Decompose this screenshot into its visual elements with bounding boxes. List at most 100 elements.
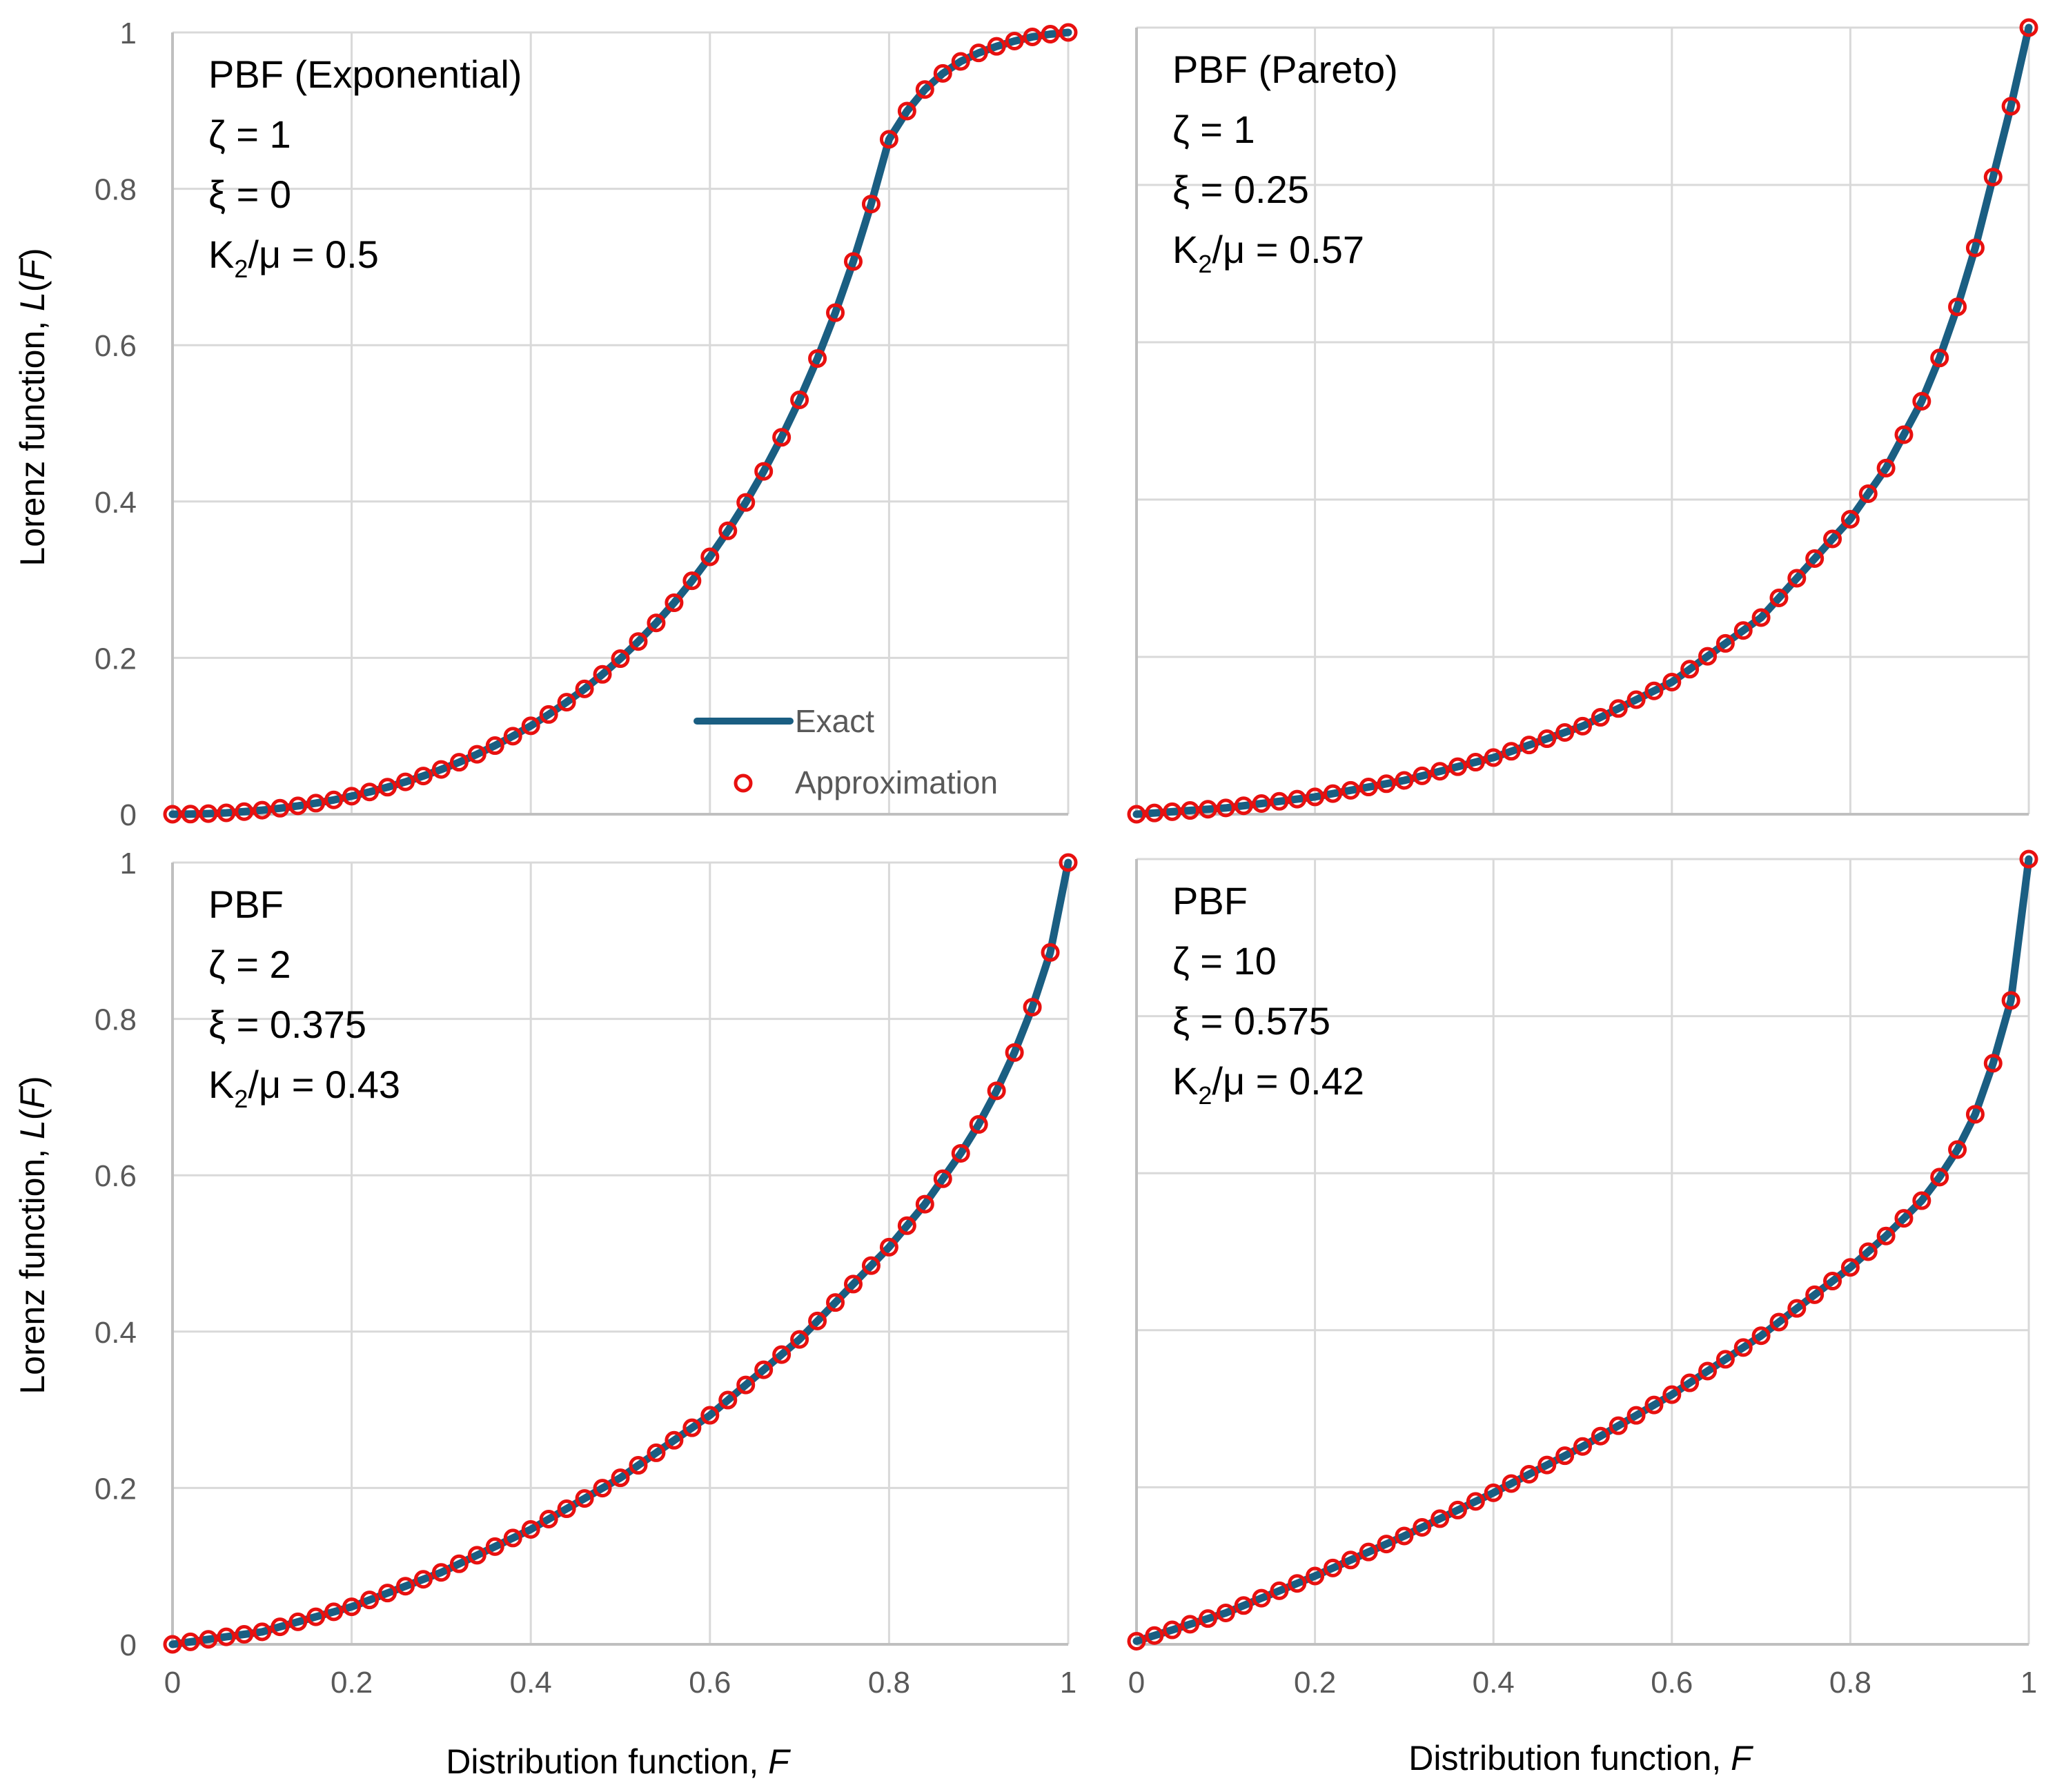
- approx-point: [1858, 1242, 1878, 1261]
- approx-point: [2001, 97, 2020, 116]
- approx-point: [843, 1274, 863, 1294]
- approx-point: [1323, 1558, 1342, 1577]
- approx-point: [593, 664, 612, 684]
- panel-bottom-left: 0 0.2 0.4 0.6 0.8 1 0 0.2 0.4 0.6 0.8 1 PBF ζ = 2 ξ = …: [95, 847, 1078, 1700]
- panel-annotation: PBF: [208, 883, 284, 926]
- approx-point: [1163, 802, 1182, 821]
- x-tick-label: 0.2: [1294, 1666, 1336, 1700]
- approx-point: [1733, 1338, 1753, 1357]
- approx-point: [1145, 1626, 1164, 1645]
- approx-point: [736, 1375, 756, 1395]
- approx-point: [1502, 742, 1521, 761]
- panel-annotation: ζ = 1: [1172, 108, 1255, 151]
- approx-point: [736, 493, 756, 512]
- approx-point: [1023, 998, 1042, 1017]
- approx-point: [1323, 784, 1342, 803]
- approx-point: [1041, 24, 1060, 43]
- exact-line: [168, 858, 1072, 1648]
- x-tick-label: 0.6: [689, 1666, 731, 1700]
- approx-point: [1626, 1406, 1646, 1425]
- approx-point: [879, 130, 898, 149]
- approx-point: [1930, 348, 1949, 368]
- panel-k-ratio: K2/μ = 0.42: [1172, 1059, 1364, 1110]
- approx-point: [1484, 748, 1503, 767]
- panel-k-ratio: K2/μ = 0.57: [1172, 228, 1364, 278]
- panel-top-right: PBF (Pareto) ζ = 1 ξ = 0.25 K2/μ = 0.57: [1127, 18, 2038, 824]
- approx-point: [718, 521, 738, 540]
- approx-point: [1413, 1517, 1432, 1537]
- panel-bottom-right: 0 0.2 0.4 0.6 0.8 1 PBF ζ = 10 ξ = 0.575 K2/μ = 0…: [1127, 849, 2038, 1700]
- approx-point: [539, 1509, 558, 1528]
- approx-point: [1484, 1483, 1503, 1502]
- approx-point: [951, 52, 970, 71]
- approx-point: [467, 745, 486, 764]
- y-tick-label: 0.2: [95, 642, 137, 676]
- approx-point: [1912, 392, 1931, 411]
- approx-point: [1805, 549, 1825, 568]
- approx-point: [1252, 794, 1271, 813]
- approx-point: [1520, 1465, 1539, 1484]
- panel-k-ratio: K2/μ = 0.5: [208, 233, 379, 283]
- approx-point: [647, 613, 666, 633]
- approx-point: [306, 1607, 326, 1626]
- approx-point: [1823, 529, 1842, 549]
- panel-annotation: ζ = 10: [1172, 939, 1277, 983]
- approx-point: [718, 1390, 738, 1410]
- y-tick-label: 0.4: [95, 1316, 137, 1350]
- approx-point: [808, 1311, 827, 1330]
- approx-point: [1270, 791, 1289, 811]
- approx-point: [1448, 757, 1467, 776]
- approx-point: [933, 63, 952, 83]
- exact-line: [168, 28, 1072, 818]
- approx-point: [503, 727, 522, 746]
- approx-point: [199, 804, 218, 823]
- approx-point: [1059, 23, 1078, 42]
- approx-point: [1769, 1312, 1789, 1332]
- approx-point: [1127, 805, 1146, 824]
- y-tick-label: 1: [120, 847, 137, 880]
- approx-point: [1609, 699, 1628, 718]
- approx-point: [1288, 1574, 1307, 1593]
- approx-point: [647, 1443, 666, 1462]
- approx-point: [521, 716, 540, 736]
- approx-point: [2019, 18, 2038, 37]
- approx-point: [754, 1360, 774, 1379]
- approx-point: [611, 1468, 630, 1488]
- x-axis-title-left: Distribution function, F: [446, 1742, 791, 1781]
- approx-point: [1341, 1550, 1360, 1570]
- approx-point: [1573, 716, 1592, 736]
- approx-point: [1965, 238, 1985, 257]
- approx-point: [1787, 569, 1807, 588]
- approx-point: [1555, 722, 1575, 742]
- approx-point: [933, 1169, 952, 1188]
- approx-point: [897, 101, 916, 121]
- approx-point: [485, 736, 504, 756]
- approx-point: [378, 1584, 397, 1603]
- approx-point: [1698, 647, 1718, 666]
- approx-point: [1644, 1395, 1664, 1415]
- x-tick-label: 0: [1128, 1666, 1145, 1700]
- approx-point: [1377, 774, 1396, 794]
- approx-point: [449, 753, 469, 772]
- approx-point: [1930, 1168, 1949, 1187]
- approx-point: [1983, 1054, 2003, 1073]
- x-tick-label: 0.8: [1829, 1666, 1871, 1700]
- approx-point: [1198, 1609, 1217, 1628]
- y-axis-title-bottom: Lorenz function, L(F): [13, 1076, 52, 1394]
- approx-point: [790, 391, 809, 410]
- approx-point: [897, 1216, 916, 1235]
- approx-point: [861, 195, 881, 214]
- approx-point: [629, 632, 648, 651]
- y-tick-label: 0.6: [95, 1159, 137, 1193]
- approx-point: [772, 1345, 791, 1364]
- approx-point: [987, 1081, 1006, 1101]
- y-tick-label: 0: [120, 1628, 137, 1662]
- panel-k-ratio: K2/μ = 0.43: [208, 1063, 400, 1113]
- x-tick-label: 0.6: [1651, 1666, 1693, 1700]
- approx-point: [467, 1546, 486, 1565]
- approx-point: [754, 462, 774, 481]
- panel-annotation: ξ = 0.25: [1172, 168, 1309, 211]
- approx-point: [1573, 1437, 1592, 1456]
- approx-point: [1662, 672, 1682, 691]
